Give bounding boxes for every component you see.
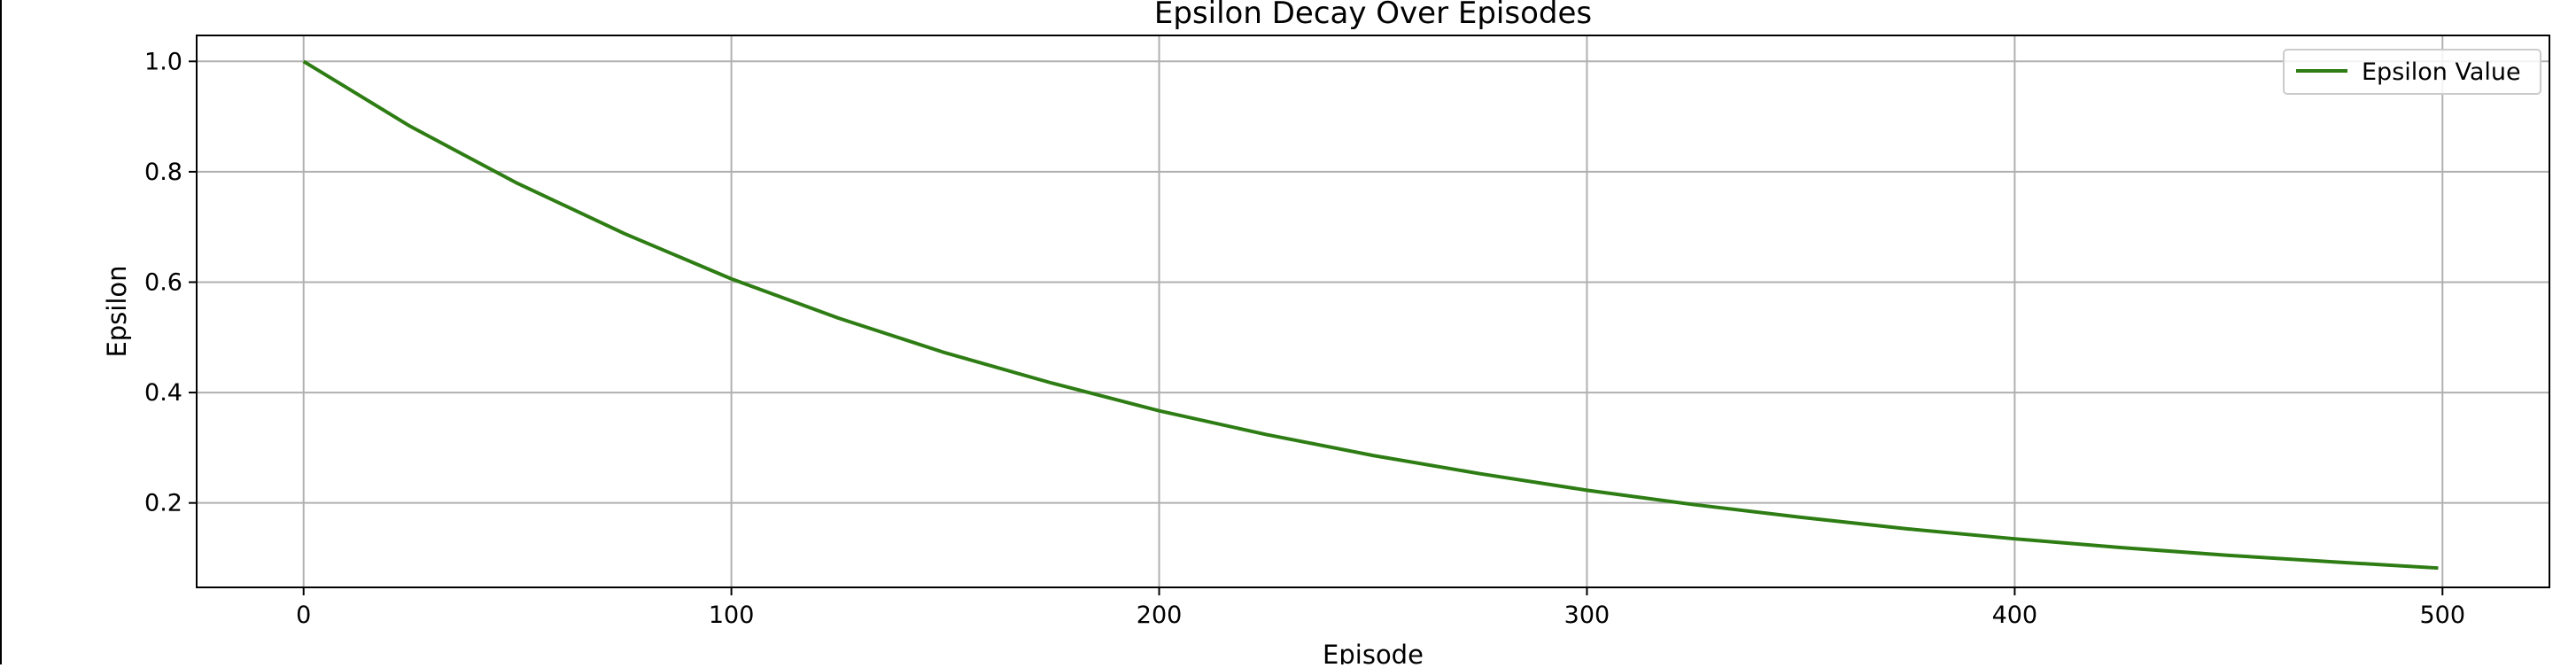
- x-tick-label-3: 300: [1564, 602, 1610, 629]
- series-line-epsilon-value: [302, 59, 2439, 571]
- y-tick-label-2: 0.6: [144, 268, 182, 296]
- x-tick-label-1: 100: [709, 602, 755, 629]
- legend: Epsilon Value: [2283, 49, 2541, 95]
- chart-title: Epsilon Decay Over Episodes: [1154, 0, 1592, 31]
- legend-box: [2283, 49, 2541, 95]
- x-tick-label-0: 0: [296, 602, 311, 629]
- x-axis: 0 100 200 300 400 500: [296, 587, 2465, 629]
- x-axis-label: Episode: [1323, 640, 1424, 664]
- window-edge: [0, 0, 2, 664]
- series-layer: [302, 59, 2439, 571]
- grid: [197, 35, 2549, 587]
- y-tick-label-4: 1.0: [144, 48, 182, 75]
- plot-frame: [196, 35, 2550, 588]
- y-axis: 0.2 0.4 0.6 0.8 1.0: [144, 48, 197, 517]
- y-tick-label-1: 0.4: [144, 379, 182, 407]
- x-tick-label-5: 500: [2419, 602, 2465, 629]
- legend-label-epsilon-value: Epsilon Value: [2362, 58, 2521, 86]
- y-axis-label: Epsilon: [102, 265, 132, 357]
- y-tick-label-0: 0.2: [144, 490, 182, 517]
- x-tick-label-4: 400: [1992, 602, 2038, 629]
- y-tick-label-3: 0.8: [144, 159, 182, 186]
- x-tick-label-2: 200: [1137, 602, 1183, 629]
